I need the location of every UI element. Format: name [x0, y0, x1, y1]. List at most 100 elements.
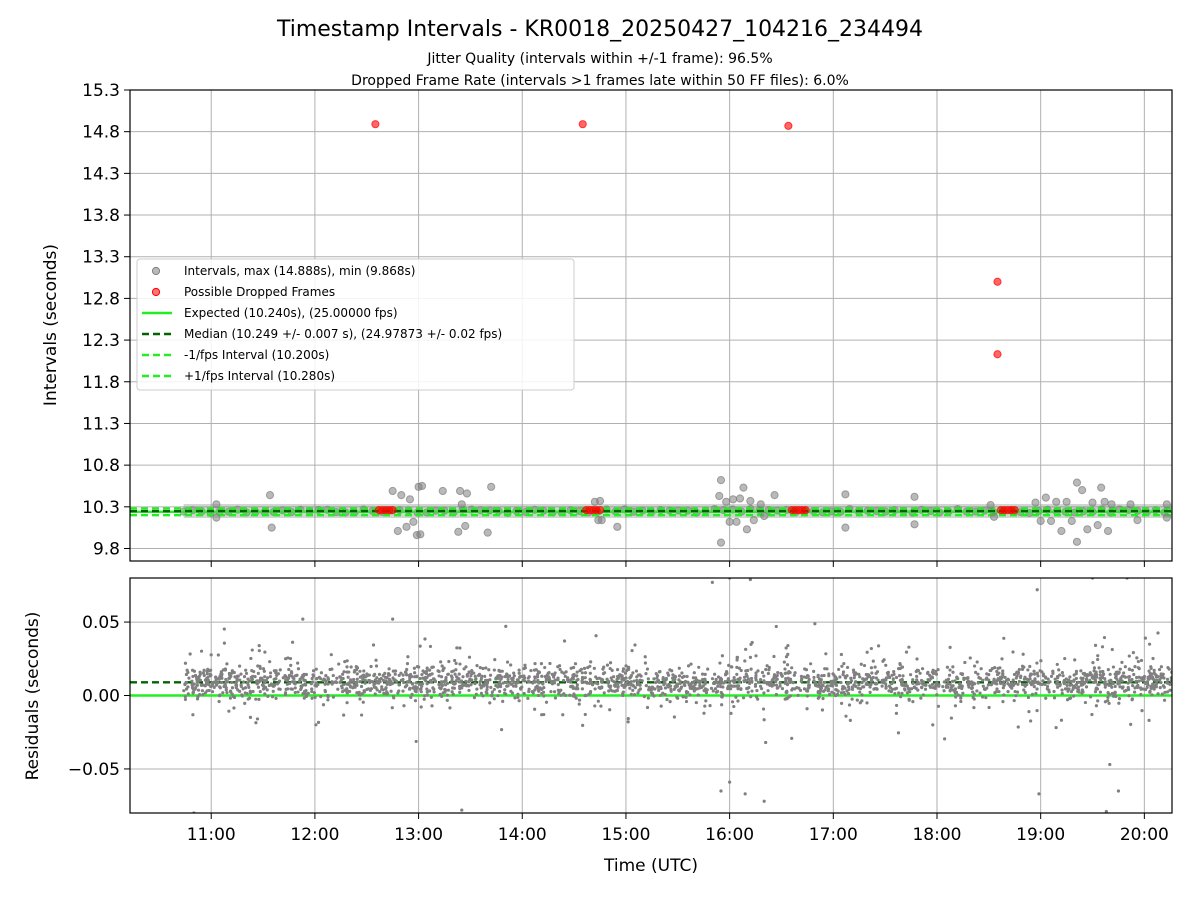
residual-point [1026, 668, 1030, 672]
residual-point [401, 689, 405, 693]
residuals-points [182, 578, 1172, 813]
residual-point [649, 687, 653, 691]
residual-point [890, 673, 894, 677]
residual-point [623, 671, 628, 675]
residual-point [1036, 674, 1040, 678]
residuals-x-tick-label: 19:00 [1016, 825, 1065, 845]
residual-point [473, 674, 477, 678]
interval-outlier-point [749, 516, 758, 525]
residual-point [838, 675, 842, 679]
residual-point [467, 684, 471, 688]
residual-point [706, 667, 710, 671]
dropped-frame-point [993, 350, 1002, 359]
residual-point [218, 674, 222, 679]
residual-point [897, 673, 902, 678]
residual-point [764, 667, 768, 672]
residual-point [430, 704, 434, 708]
residual-point [979, 667, 983, 671]
residual-point [1159, 680, 1163, 685]
residual-point [455, 675, 459, 679]
residual-point [363, 681, 367, 685]
residual-point [484, 690, 488, 694]
legend-median-label: Median (10.249 +/- 0.007 s), (24.97873 +… [184, 327, 502, 341]
interval-outlier-point [1036, 516, 1045, 526]
residual-point [629, 680, 633, 684]
residual-point [993, 691, 997, 695]
dropped-frame-point [784, 121, 793, 130]
residuals-panel: −0.050.000.05 11:00 12:00 13:00 14:00 15:00 1… [23, 577, 1173, 876]
residual-point [612, 680, 616, 684]
residual-point [1154, 685, 1158, 689]
residual-point [972, 697, 976, 701]
residual-point [355, 672, 359, 676]
residual-point [517, 699, 521, 703]
residual-point [1113, 684, 1117, 689]
residual-point [479, 686, 483, 690]
residual-point [385, 676, 389, 680]
chart-subtitle-jitter: Jitter Quality (intervals within +/-1 fr… [426, 51, 772, 67]
residual-point [646, 677, 650, 681]
residual-point [191, 674, 195, 679]
residual-point [836, 689, 840, 693]
residual-point [1158, 686, 1162, 690]
residual-point [348, 685, 353, 689]
residual-point [704, 699, 708, 703]
residual-point [247, 679, 251, 683]
residual-point [612, 675, 616, 679]
residual-point [553, 696, 558, 700]
residual-point [255, 717, 260, 721]
interval-outlier-point [1072, 537, 1082, 546]
residual-point [849, 676, 853, 680]
residual-point [663, 692, 667, 697]
interval-outlier-point [455, 486, 465, 496]
residual-point [668, 684, 673, 688]
residual-point [588, 671, 592, 675]
residual-point [959, 672, 963, 676]
residual-point [606, 679, 610, 683]
residual-point [247, 685, 251, 689]
residual-point [935, 693, 939, 697]
residual-point [361, 700, 365, 704]
residual-point [343, 688, 347, 692]
residual-point [843, 674, 847, 679]
residual-point [488, 701, 492, 705]
residual-point [726, 677, 730, 681]
residual-point [584, 693, 588, 698]
residuals-x-tick-label: 18:00 [912, 825, 961, 845]
residual-point [930, 670, 935, 674]
residual-point [445, 693, 450, 697]
residual-point [629, 692, 633, 696]
residual-point [227, 676, 232, 680]
residual-point [795, 686, 799, 690]
interval-outlier-point [1041, 493, 1050, 502]
residual-point [1127, 675, 1132, 679]
residual-point [443, 690, 447, 694]
residual-point [887, 684, 892, 688]
residual-point [254, 697, 258, 701]
residual-point [288, 681, 292, 686]
residual-point [295, 673, 299, 677]
residual-point [474, 692, 478, 696]
residual-point [419, 705, 423, 709]
residual-point [481, 694, 485, 698]
residual-point [328, 667, 332, 672]
residual-point [438, 692, 442, 697]
interval-outlier-point [613, 522, 622, 531]
residual-point [762, 691, 766, 695]
residual-point [820, 683, 824, 687]
residual-point [269, 683, 274, 687]
residual-point [984, 695, 988, 700]
residual-point [345, 659, 349, 663]
residual-point [821, 696, 825, 701]
residual-point [512, 671, 516, 675]
residual-point [1065, 683, 1069, 688]
residual-point [684, 690, 689, 694]
residual-point [513, 696, 517, 700]
interval-outlier-point [265, 491, 275, 500]
interval-outlier-point [716, 538, 726, 547]
residual-point [250, 648, 254, 652]
residual-point [523, 666, 527, 670]
residual-point [533, 707, 537, 711]
residuals-x-tick-label: 14:00 [498, 825, 547, 845]
residual-point [550, 672, 554, 676]
